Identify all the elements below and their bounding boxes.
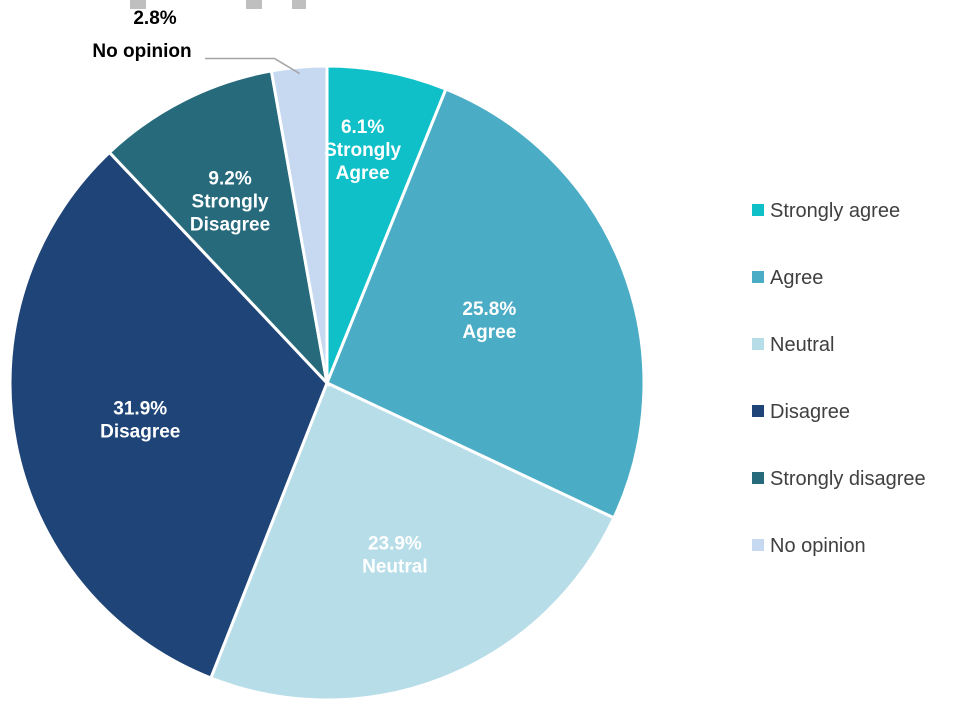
legend-swatch-disagree bbox=[752, 405, 764, 417]
top-decoration-bar-3 bbox=[292, 0, 306, 9]
slice-label-disagree: 31.9% Disagree bbox=[100, 399, 180, 443]
legend-label-neutral: Neutral bbox=[770, 334, 834, 356]
legend-swatch-no-opinion bbox=[752, 539, 764, 551]
slice-label-strongly-disagree: 9.2% Strongly Disagree bbox=[190, 168, 270, 235]
legend-label-strongly-disagree: Strongly disagree bbox=[770, 468, 926, 490]
slice-label-strongly-agree: 6.1% Strongly Agree bbox=[324, 117, 401, 184]
legend-swatch-agree bbox=[752, 271, 764, 283]
pie-slice-strongly-agree bbox=[325, 64, 448, 384]
legend-item-agree: Agree bbox=[752, 267, 823, 289]
slice-label-neutral: 23.9% Neutral bbox=[362, 533, 427, 577]
legend-swatch-neutral bbox=[752, 338, 764, 350]
legend-item-strongly-disagree: Strongly disagree bbox=[752, 468, 926, 490]
legend-label-no-opinion: No opinion bbox=[770, 535, 866, 557]
pie-slice-strongly-disagree bbox=[107, 69, 330, 388]
pie-slice-no-opinion bbox=[269, 64, 329, 384]
legend: Strongly agree Agree Neutral Disagree Strong… bbox=[752, 200, 926, 557]
pie-slice-labels: 6.1% Strongly Agree 25.8% Agree 23.9% Neutral 3… bbox=[92, 8, 516, 577]
pie-slice-agree bbox=[325, 87, 646, 520]
leader-line-no-opinion bbox=[205, 57, 301, 75]
legend-item-neutral: Neutral bbox=[752, 334, 834, 356]
legend-item-no-opinion: No opinion bbox=[752, 535, 866, 557]
pie-slice-disagree bbox=[8, 150, 329, 680]
legend-item-strongly-agree: Strongly agree bbox=[752, 200, 900, 222]
legend-item-disagree: Disagree bbox=[752, 401, 850, 423]
pie-slice-neutral bbox=[208, 380, 616, 701]
legend-swatch-strongly-disagree bbox=[752, 472, 764, 484]
legend-swatch-strongly-agree bbox=[752, 204, 764, 216]
top-decoration-bar-2 bbox=[246, 0, 262, 9]
legend-label-disagree: Disagree bbox=[770, 401, 850, 423]
pie-slices bbox=[8, 64, 646, 701]
legend-label-strongly-agree: Strongly agree bbox=[770, 200, 900, 222]
legend-label-agree: Agree bbox=[770, 267, 823, 289]
top-decoration-bar-1 bbox=[130, 0, 146, 9]
slice-label-no-opinion: 2.8% No opinion bbox=[92, 8, 191, 62]
slice-label-agree: 25.8% Agree bbox=[462, 299, 516, 343]
